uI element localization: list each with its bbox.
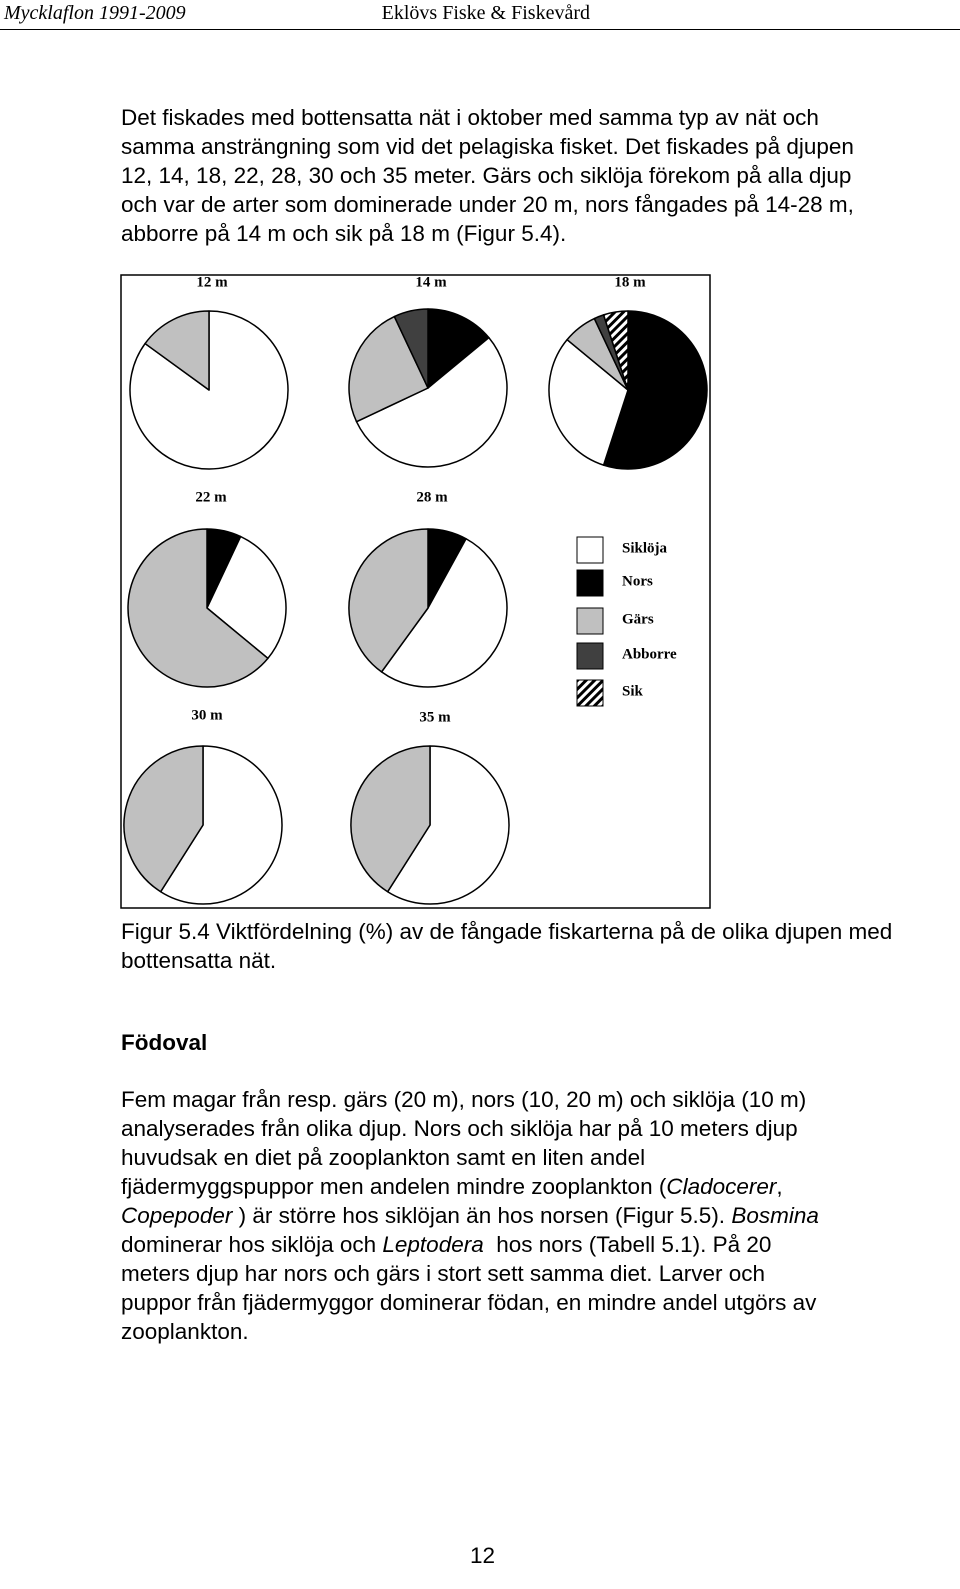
legend-swatch bbox=[576, 642, 604, 670]
italic-text: Bosmina bbox=[731, 1203, 819, 1228]
text-line: samma ansträngning som vid det pelagiska… bbox=[121, 134, 854, 159]
text: puppor från fjädermyggor dominerar födan… bbox=[121, 1290, 817, 1315]
legend-label: Sik bbox=[622, 683, 644, 699]
text: fjädermyggspuppor men andelen mindre zoo… bbox=[121, 1174, 667, 1199]
pie-slice bbox=[206, 535, 287, 660]
pie-slice bbox=[355, 336, 508, 468]
pie-slice bbox=[427, 308, 490, 389]
pie-title: 22 m bbox=[195, 489, 227, 505]
text: ) är större hos siklöjan än hos norsen (… bbox=[232, 1203, 732, 1228]
text-line: huvudsak en diet på zooplankton samt en … bbox=[121, 1143, 645, 1172]
legend-swatch bbox=[576, 569, 604, 597]
legend-label: Nors bbox=[622, 573, 653, 589]
text: huvudsak en diet på zooplankton samt en … bbox=[121, 1145, 646, 1170]
text-line: analyserades från olika djup. Nors och s… bbox=[121, 1114, 798, 1143]
pie-slice bbox=[602, 310, 629, 391]
figure-frame bbox=[120, 274, 711, 909]
text: analyserades från olika djup. Nors och s… bbox=[121, 1116, 798, 1141]
text: , bbox=[776, 1174, 783, 1199]
pie-slice bbox=[393, 308, 429, 389]
legend-label: Gärs bbox=[622, 611, 654, 627]
pie-slice bbox=[123, 745, 204, 893]
pie-slice bbox=[144, 310, 210, 391]
text-line: puppor från fjädermyggor dominerar födan… bbox=[121, 1288, 816, 1317]
pie-title: 14 m bbox=[415, 274, 447, 290]
pie-slice bbox=[548, 338, 629, 466]
caption-line: Figur 5.4 Viktfördelning (%) av de fånga… bbox=[121, 919, 893, 944]
pie-slice bbox=[380, 538, 508, 688]
header-rule bbox=[0, 29, 960, 30]
text-line: fjädermyggspuppor men andelen mindre zoo… bbox=[121, 1172, 783, 1201]
text: meters djup har nors och gärs i stort se… bbox=[121, 1261, 766, 1286]
italic-text: Copepoder bbox=[121, 1203, 233, 1228]
text: dominerar hos siklöja och bbox=[121, 1232, 383, 1257]
text-line: och var de arter som dominerade under 20… bbox=[121, 192, 854, 217]
header-left: Mycklaflon 1991-2009 bbox=[4, 2, 186, 24]
text-line: Copepoder ) är större hos siklöjan än ho… bbox=[121, 1201, 819, 1230]
pie-title: 12 m bbox=[196, 274, 228, 290]
legend-swatch bbox=[576, 679, 604, 707]
text-line: 12, 14, 18, 22, 28, 30 och 35 meter. Gär… bbox=[121, 163, 852, 188]
text-line: zooplankton. bbox=[121, 1317, 249, 1346]
italic-text: Leptodera bbox=[382, 1232, 484, 1257]
pie-title: 28 m bbox=[416, 489, 448, 505]
pie-slice bbox=[127, 528, 269, 688]
pie-slice bbox=[348, 528, 429, 673]
pie-title: 30 m bbox=[191, 707, 223, 723]
page-number: 12 bbox=[470, 1543, 496, 1568]
pie-slice bbox=[159, 745, 283, 905]
text: hos nors (Tabell 5.1). På 20 bbox=[483, 1232, 772, 1257]
caption-line: bottensatta nät. bbox=[121, 948, 277, 973]
legend-swatch bbox=[576, 607, 604, 635]
legend-label: Abborre bbox=[622, 646, 677, 662]
pie-slice bbox=[348, 315, 429, 423]
text-line: abborre på 14 m och sik på 18 m (Figur 5… bbox=[121, 221, 567, 246]
legend-swatch bbox=[576, 536, 604, 564]
text-line: Det fiskades med bottensatta nät i oktob… bbox=[121, 105, 819, 130]
pie-slice bbox=[350, 745, 431, 893]
pie-title: 35 m bbox=[419, 709, 451, 725]
legend-label: Siklöja bbox=[622, 540, 668, 556]
text: Fem magar från resp. gärs (20 m), nors (… bbox=[121, 1087, 807, 1112]
text-line: meters djup har nors och gärs i stort se… bbox=[121, 1259, 765, 1288]
text-line: Fem magar från resp. gärs (20 m), nors (… bbox=[121, 1085, 806, 1114]
pie-title: 18 m bbox=[614, 274, 646, 290]
text: zooplankton. bbox=[121, 1319, 249, 1344]
text-line: dominerar hos siklöja och Leptodera hos … bbox=[121, 1230, 771, 1259]
pie-slice bbox=[386, 745, 510, 905]
pie-slice bbox=[602, 310, 708, 470]
header-right: Eklövs Fiske & Fiskevård bbox=[381, 2, 590, 24]
italic-text: Cladocerer bbox=[666, 1174, 777, 1199]
heading: Födoval bbox=[121, 1030, 208, 1055]
